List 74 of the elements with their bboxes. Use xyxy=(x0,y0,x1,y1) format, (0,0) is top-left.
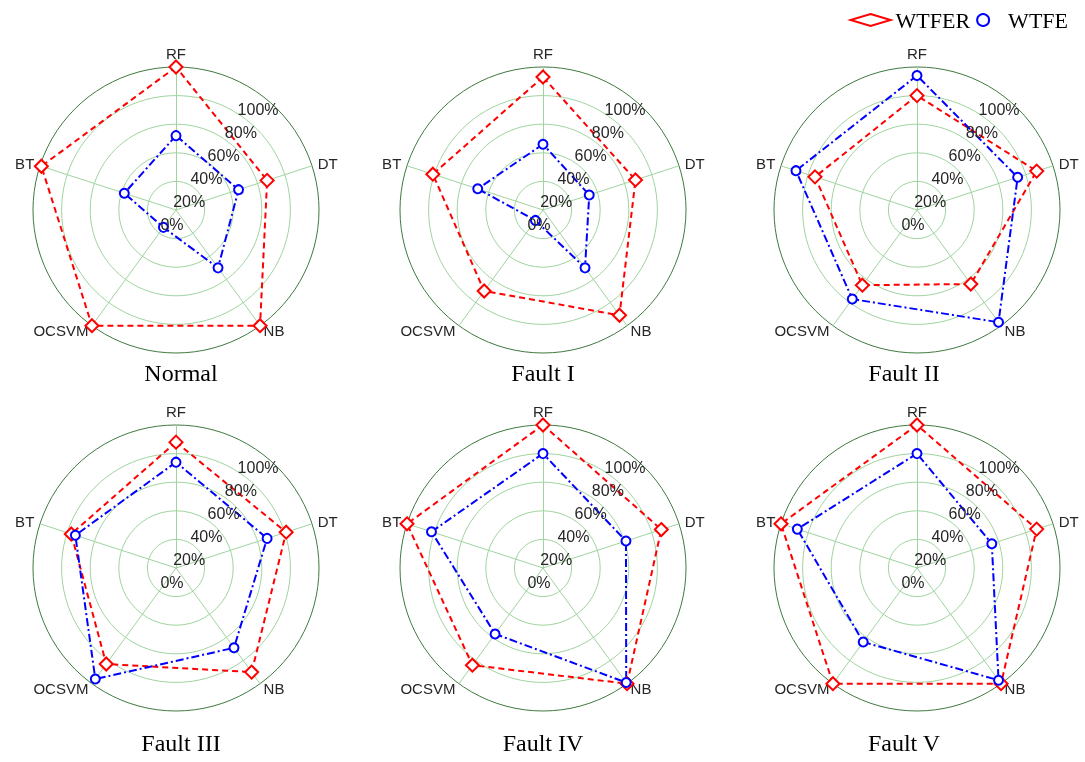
y-tick-label: 100% xyxy=(978,101,1020,119)
text: Fault I xyxy=(510,360,575,386)
y-tick-label: 100% xyxy=(978,459,1020,477)
text: Fault V xyxy=(867,730,941,756)
y-tick-label: 0% xyxy=(526,215,551,233)
spoke-label: DT xyxy=(684,513,705,531)
y-tick-label: 20% xyxy=(914,550,947,568)
spoke-label: RF xyxy=(532,403,553,420)
spoke-label: RF xyxy=(166,403,186,420)
spoke-label: DT xyxy=(317,513,338,531)
y-tick-label: 80% xyxy=(224,124,257,142)
y-tick-label: 60% xyxy=(948,146,981,164)
y-tick-label: 100% xyxy=(604,101,646,119)
spoke-label: OCSVM xyxy=(774,680,830,698)
y-tick-label: 60% xyxy=(207,504,240,522)
y-tick-label: 40% xyxy=(556,527,589,545)
spoke-label: DT xyxy=(317,155,338,173)
y-tick-label: 80% xyxy=(591,482,624,500)
spoke-label: BT xyxy=(15,513,35,531)
y-tick-label: 40% xyxy=(931,527,964,545)
spoke-label: BT xyxy=(756,513,776,531)
spoke-label: RF xyxy=(166,45,186,62)
spoke-label: OCSVM xyxy=(399,322,455,340)
spoke-label: NB xyxy=(630,680,651,698)
spoke-label: OCSVM xyxy=(33,680,89,698)
y-tick-label: 80% xyxy=(224,482,257,500)
y-tick-label: 0% xyxy=(901,215,925,233)
y-tick-label: 60% xyxy=(574,504,607,522)
y-tick-label: 0% xyxy=(526,573,551,591)
spoke-label: BT xyxy=(381,513,401,531)
spoke-label: RF xyxy=(532,45,553,62)
spoke-label: NB xyxy=(1004,680,1026,698)
y-tick-label: 40% xyxy=(931,169,964,187)
y-tick-label: 100% xyxy=(237,459,279,477)
spoke-label: RF xyxy=(907,45,927,62)
y-tick-label: 80% xyxy=(965,124,998,142)
legend-label: WTFER xyxy=(895,7,971,33)
text: Fault III xyxy=(141,730,221,756)
text: Normal xyxy=(144,360,218,386)
spoke-label: NB xyxy=(1004,322,1026,340)
y-tick-label: 0% xyxy=(160,573,184,591)
spoke-label: DT xyxy=(1058,155,1079,173)
spoke-label: DT xyxy=(684,155,705,173)
y-tick-label: 100% xyxy=(237,101,279,119)
spoke-label: RF xyxy=(907,403,927,420)
spoke-label: OCSVM xyxy=(399,680,455,698)
y-tick-label: 20% xyxy=(539,192,572,210)
legend-label: WTFE xyxy=(1008,7,1069,33)
y-tick-label: 20% xyxy=(914,192,947,210)
spoke-label: OCSVM xyxy=(33,322,89,340)
y-tick-label: 60% xyxy=(207,146,240,164)
y-tick-label: 40% xyxy=(556,169,589,187)
y-tick-label: 40% xyxy=(190,527,223,545)
spoke-label: NB xyxy=(263,680,285,698)
y-tick-label: 60% xyxy=(574,146,607,164)
y-tick-label: 40% xyxy=(190,169,223,187)
y-tick-label: 20% xyxy=(539,550,572,568)
y-tick-label: 20% xyxy=(173,192,206,210)
spoke-label: OCSVM xyxy=(774,322,830,340)
spoke-label: BT xyxy=(381,155,401,173)
spoke-label: NB xyxy=(630,322,651,340)
y-tick-label: 0% xyxy=(160,215,184,233)
y-tick-label: 80% xyxy=(965,482,998,500)
y-tick-label: 100% xyxy=(604,459,646,477)
spoke-label: DT xyxy=(1058,513,1079,531)
y-tick-label: 20% xyxy=(173,550,206,568)
y-tick-label: 80% xyxy=(591,124,624,142)
spoke-label: BT xyxy=(756,155,776,173)
spoke-label: BT xyxy=(15,155,35,173)
spoke-label: NB xyxy=(263,322,285,340)
text: Fault II xyxy=(868,360,940,386)
y-tick-label: 0% xyxy=(901,573,925,591)
y-tick-label: 60% xyxy=(948,504,981,522)
text: Fault IV xyxy=(502,730,584,756)
